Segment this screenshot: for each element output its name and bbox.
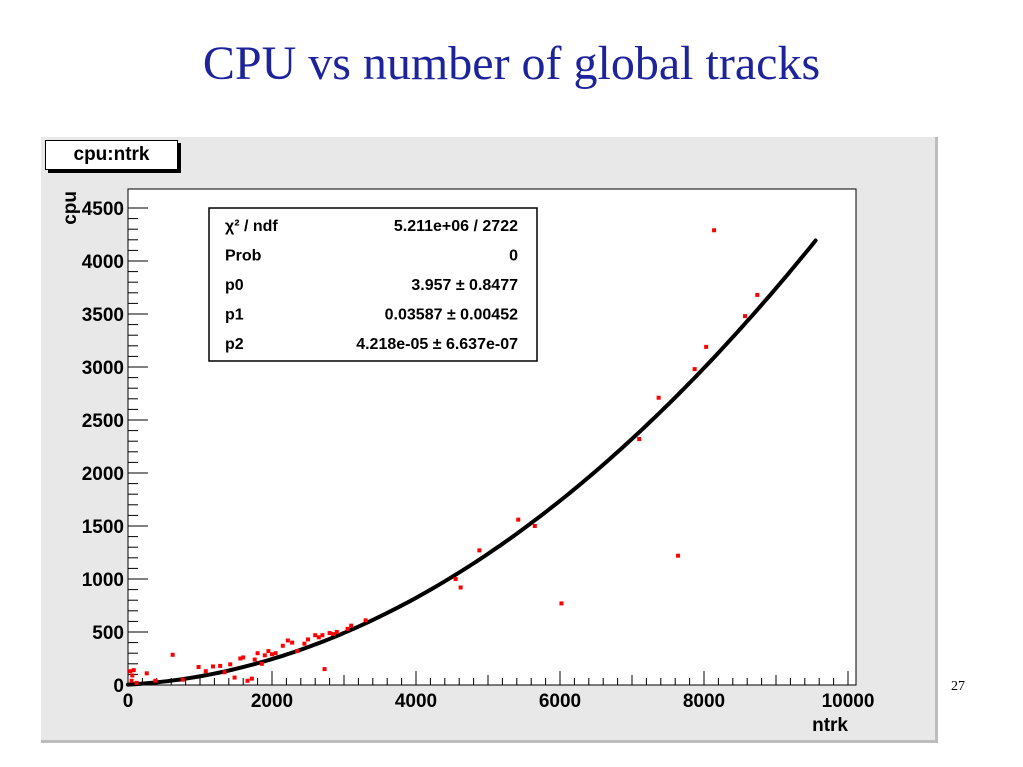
y-tick-label: 4500 — [82, 199, 124, 220]
y-tick-label: 0 — [113, 676, 124, 697]
stats-value: 4.218e-05 ± 6.637e-07 — [356, 336, 518, 353]
x-axis-title: ntrk — [812, 715, 848, 736]
data-point — [743, 314, 748, 319]
data-point — [130, 673, 135, 678]
slide-title: CPU vs number of global tracks — [202, 37, 821, 90]
data-point — [222, 670, 227, 675]
data-point — [313, 633, 318, 638]
histogram-title: cpu:ntrk — [45, 140, 178, 170]
x-tick-label: 8000 — [683, 691, 725, 712]
data-point — [238, 656, 243, 661]
stats-box: χ² / ndf 5.211e+06 / 2722 Prob 0 p0 3.957 ± 0… — [208, 207, 538, 362]
data-point — [266, 649, 271, 654]
y-tick-label: 3000 — [82, 358, 124, 379]
x-tick-label: 2000 — [251, 691, 293, 712]
data-point — [755, 292, 760, 297]
page-number: 27 — [951, 679, 965, 694]
data-point — [516, 517, 521, 522]
stats-label: p1 — [225, 307, 244, 324]
data-point — [131, 668, 136, 673]
data-point — [232, 675, 237, 680]
y-tick-label: 3500 — [82, 305, 124, 326]
data-point — [637, 437, 642, 442]
data-point — [280, 643, 285, 648]
data-point — [249, 676, 254, 681]
x-tick-label: 6000 — [539, 691, 581, 712]
data-point — [458, 585, 463, 590]
data-point — [255, 651, 260, 656]
stats-value: 0.03587 ± 0.00452 — [385, 307, 518, 324]
data-point — [704, 344, 709, 349]
data-point — [306, 637, 310, 642]
data-point — [345, 626, 350, 631]
x-tick-label: 0 — [123, 691, 134, 712]
data-point — [273, 651, 278, 656]
stats-label: χ² / ndf — [225, 218, 278, 235]
data-point — [676, 553, 681, 558]
data-point — [144, 671, 149, 676]
data-point — [218, 663, 223, 668]
data-point — [128, 669, 133, 674]
y-tick-label: 1500 — [82, 517, 124, 538]
data-point — [295, 649, 300, 654]
x-tick-label: 10000 — [822, 691, 875, 712]
fit-curve — [126, 238, 818, 687]
data-point — [656, 395, 661, 400]
data-point — [316, 635, 321, 640]
data-point — [322, 667, 327, 672]
data-point — [228, 662, 233, 667]
data-point — [334, 630, 339, 634]
data-point — [331, 632, 336, 637]
y-tick-label: 500 — [92, 623, 124, 644]
data-point — [129, 678, 134, 683]
data-point — [559, 601, 564, 606]
data-point — [363, 618, 368, 623]
data-point — [203, 669, 208, 674]
stats-label: p0 — [225, 277, 244, 294]
data-point — [180, 677, 185, 682]
data-point — [245, 678, 250, 683]
data-point — [320, 633, 325, 638]
data-point — [262, 653, 267, 658]
data-point — [453, 577, 458, 581]
data-point — [290, 640, 295, 645]
y-tick-label: 4000 — [82, 252, 124, 273]
data-point — [210, 664, 215, 669]
data-point — [477, 548, 482, 553]
data-point — [712, 228, 717, 233]
data-point — [252, 657, 257, 662]
stats-value: 5.211e+06 / 2722 — [394, 218, 518, 235]
data-point — [349, 623, 354, 628]
y-tick-label: 2000 — [82, 464, 124, 485]
data-point — [196, 664, 201, 669]
stats-label: Prob — [225, 248, 262, 265]
data-point — [259, 661, 264, 666]
stats-label: p2 — [225, 336, 244, 353]
x-tick-label: 4000 — [395, 691, 437, 712]
data-point — [134, 680, 139, 685]
y-axis-title: cpu — [60, 191, 81, 225]
data-point — [241, 655, 246, 660]
data-point — [285, 638, 290, 643]
data-point — [153, 678, 158, 683]
data-point — [692, 367, 697, 372]
y-tick-label: 2500 — [82, 411, 124, 432]
data-point — [327, 631, 332, 636]
data-point — [170, 652, 175, 657]
stats-box-frame — [208, 207, 538, 362]
y-tick-label: 1000 — [82, 570, 124, 591]
data-point — [302, 641, 307, 646]
data-point — [532, 524, 537, 528]
data-point — [270, 652, 274, 657]
stats-value: 3.957 ± 0.8477 — [411, 277, 518, 294]
stats-value: 0 — [509, 248, 518, 265]
